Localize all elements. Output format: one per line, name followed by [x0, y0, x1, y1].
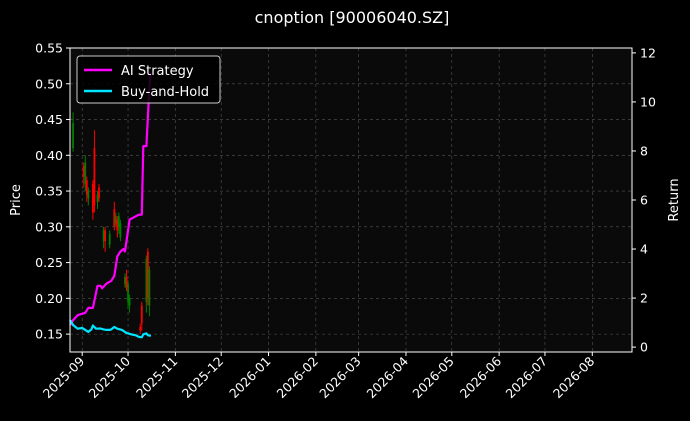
right-tick-label: 4 [640, 242, 648, 257]
candle-body [128, 298, 131, 306]
right-tick-label: 2 [640, 291, 648, 306]
buy-and-hold-line [69, 319, 152, 339]
candle-body [139, 326, 142, 331]
candle-body [104, 230, 107, 242]
candle-body [85, 180, 88, 195]
candle-body [146, 251, 149, 299]
candle-body [148, 269, 151, 306]
candle-body [114, 216, 117, 224]
candle-body [119, 223, 122, 238]
candle-body [145, 259, 148, 302]
candle-body [125, 276, 128, 288]
right-axis-label: Return [667, 178, 682, 221]
left-tick-label: 0.20 [35, 291, 63, 306]
left-y-axis: 0.15 0.20 0.25 0.30 0.35 0.40 0.45 0.50 0.55 [35, 41, 70, 342]
legend: AI Strategy Buy-and-Hold [76, 55, 221, 104]
left-axis-label: Price [9, 184, 24, 216]
left-tick-label: 0.40 [35, 148, 63, 163]
candle-body [117, 216, 120, 227]
candle-body [116, 219, 119, 231]
right-tick-label: 6 [640, 193, 648, 208]
right-tick-label: 8 [640, 143, 648, 158]
candle-body [113, 208, 116, 227]
legend-box [76, 55, 221, 104]
candle-body [124, 276, 126, 285]
chart-title: cnoption [90006040.SZ] [255, 8, 450, 27]
left-tick-label: 0.25 [35, 255, 63, 270]
candle-body [102, 230, 105, 242]
candle-body [127, 284, 129, 302]
left-tick-label: 0.35 [35, 184, 63, 199]
left-tick-label: 0.30 [35, 219, 63, 234]
ai-strategy-line [69, 72, 152, 326]
candlesticks [72, 112, 151, 335]
candle-body [72, 123, 74, 149]
right-tick-label: 10 [640, 94, 656, 109]
candle-body [108, 233, 111, 245]
candle-body [96, 194, 99, 202]
left-tick-label: 0.55 [35, 41, 63, 56]
right-tick-label: 0 [640, 340, 648, 355]
candle-body [82, 166, 85, 177]
candle-body [98, 187, 100, 199]
candle-body [93, 148, 96, 206]
candle-body [92, 183, 94, 213]
right-y-axis: 0 2 4 6 8 10 12 [632, 45, 656, 355]
right-tick-label: 12 [640, 45, 656, 60]
series-lines [69, 72, 152, 339]
legend-label-ai-strategy: AI Strategy [121, 64, 194, 79]
candle-body [84, 162, 87, 184]
left-tick-label: 0.50 [35, 76, 63, 91]
candle-body [140, 305, 143, 324]
left-tick-label: 0.45 [35, 112, 63, 127]
legend-label-buy-and-hold: Buy-and-Hold [121, 85, 209, 100]
left-tick-label: 0.15 [35, 327, 63, 342]
candle-body [87, 191, 90, 199]
